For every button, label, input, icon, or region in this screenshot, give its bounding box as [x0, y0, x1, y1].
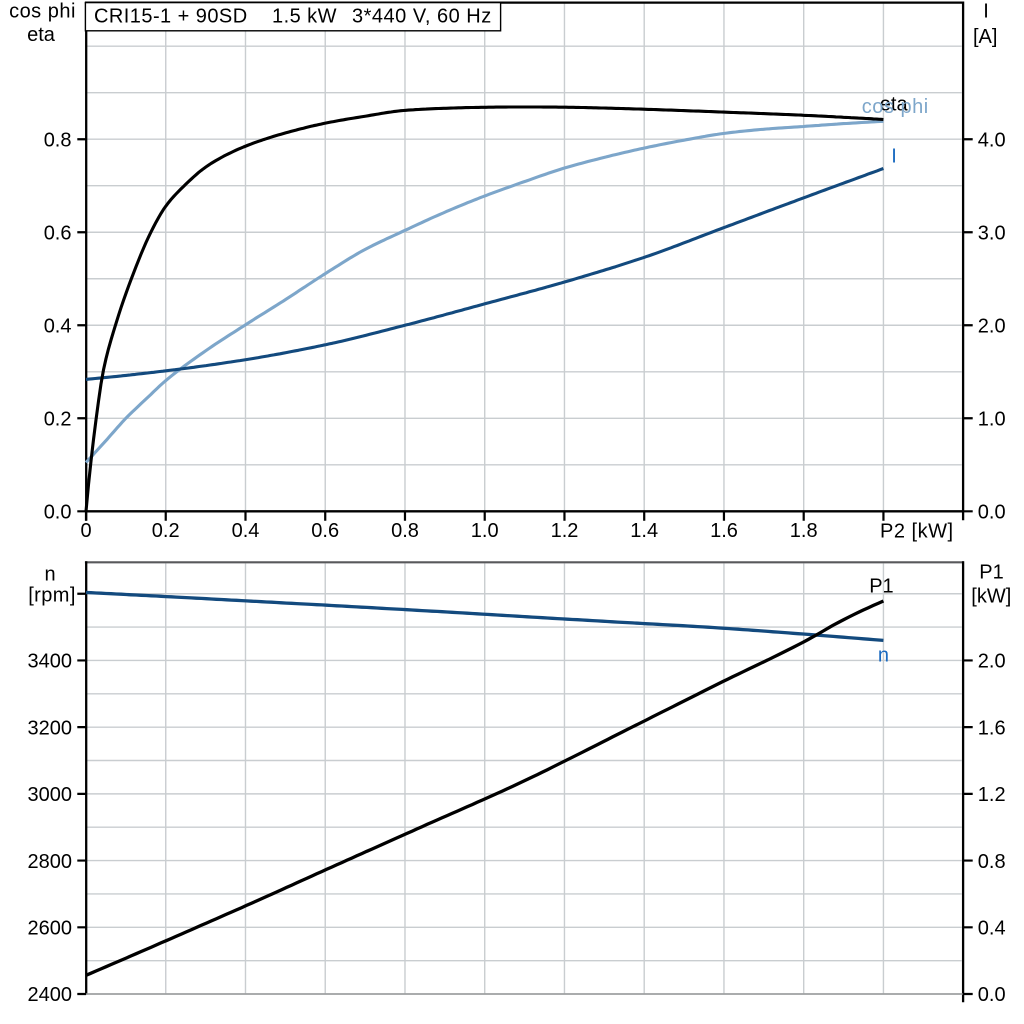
svg-text:2.0: 2.0 — [978, 316, 1006, 338]
svg-text:0.6: 0.6 — [44, 222, 72, 244]
svg-text:2400: 2400 — [28, 984, 73, 1006]
svg-text:cos phi: cos phi — [9, 1, 76, 23]
svg-text:1.2: 1.2 — [978, 784, 1006, 806]
svg-text:3.0: 3.0 — [978, 222, 1006, 244]
svg-text:[A]: [A] — [973, 26, 997, 48]
svg-text:eta: eta — [880, 94, 909, 116]
svg-text:I: I — [891, 145, 897, 167]
svg-text:2.0: 2.0 — [978, 651, 1006, 673]
svg-text:1.6: 1.6 — [978, 717, 1006, 739]
svg-text:3000: 3000 — [28, 784, 73, 806]
svg-text:CRI15-1 + 90SD: CRI15-1 + 90SD — [94, 5, 248, 27]
svg-text:0.8: 0.8 — [978, 851, 1006, 873]
svg-text:0: 0 — [80, 520, 91, 542]
svg-text:1.0: 1.0 — [978, 409, 1006, 431]
svg-text:cos phi: cos phi — [862, 96, 929, 118]
svg-text:0.0: 0.0 — [978, 502, 1006, 524]
svg-text:0.8: 0.8 — [44, 129, 72, 151]
svg-text:0.2: 0.2 — [152, 520, 180, 542]
svg-text:1.4: 1.4 — [630, 520, 658, 542]
svg-text:1.5 kW: 1.5 kW — [272, 5, 337, 27]
svg-text:1.8: 1.8 — [790, 520, 818, 542]
svg-text:n: n — [44, 564, 55, 586]
svg-text:2600: 2600 — [28, 918, 73, 940]
svg-text:n: n — [878, 645, 889, 667]
svg-text:3400: 3400 — [28, 651, 73, 673]
svg-text:P2 [kW]: P2 [kW] — [880, 520, 954, 542]
svg-text:1.0: 1.0 — [471, 520, 499, 542]
svg-text:0.4: 0.4 — [978, 918, 1006, 940]
svg-text:0.0: 0.0 — [44, 502, 72, 524]
svg-text:0.0: 0.0 — [978, 984, 1006, 1006]
svg-text:0.4: 0.4 — [232, 520, 260, 542]
svg-text:I: I — [983, 1, 989, 23]
svg-text:1.2: 1.2 — [551, 520, 579, 542]
svg-text:3*440 V, 60 Hz: 3*440 V, 60 Hz — [352, 5, 492, 27]
svg-text:2800: 2800 — [28, 851, 73, 873]
svg-text:eta: eta — [27, 24, 56, 46]
svg-text:0.8: 0.8 — [391, 520, 419, 542]
svg-text:1.6: 1.6 — [710, 520, 738, 542]
svg-text:3200: 3200 — [28, 717, 73, 739]
svg-text:0.4: 0.4 — [44, 316, 72, 338]
svg-text:P1: P1 — [869, 576, 893, 598]
svg-text:[kW]: [kW] — [971, 586, 1011, 608]
svg-text:4.0: 4.0 — [978, 129, 1006, 151]
svg-text:P1: P1 — [979, 562, 1003, 584]
svg-text:[rpm]: [rpm] — [28, 585, 76, 607]
svg-text:0.6: 0.6 — [311, 520, 339, 542]
svg-text:0.2: 0.2 — [44, 409, 72, 431]
